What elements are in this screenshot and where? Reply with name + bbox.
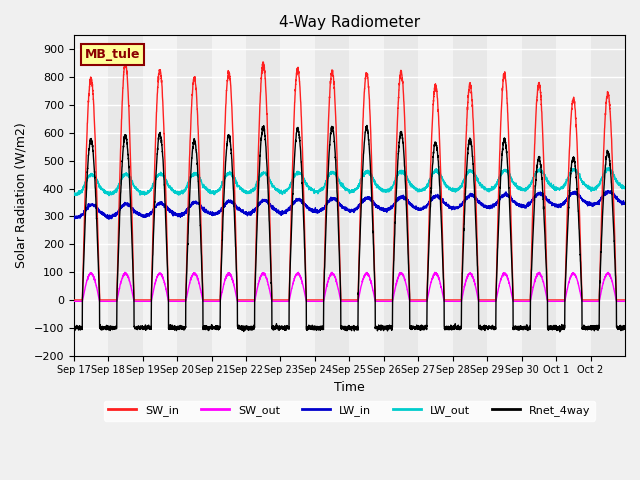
Bar [212,36,246,356]
Bar [419,36,452,356]
Title: 4-Way Radiometer: 4-Way Radiometer [279,15,420,30]
Y-axis label: Solar Radiation (W/m2): Solar Radiation (W/m2) [15,122,28,268]
X-axis label: Time: Time [334,381,365,394]
Bar [487,36,522,356]
Legend: SW_in, SW_out, LW_in, LW_out, Rnet_4way: SW_in, SW_out, LW_in, LW_out, Rnet_4way [104,401,595,420]
Bar [280,36,315,356]
Bar [349,36,384,356]
Bar [74,36,108,356]
Text: MB_tule: MB_tule [85,48,140,61]
Bar [143,36,177,356]
Bar [556,36,591,356]
